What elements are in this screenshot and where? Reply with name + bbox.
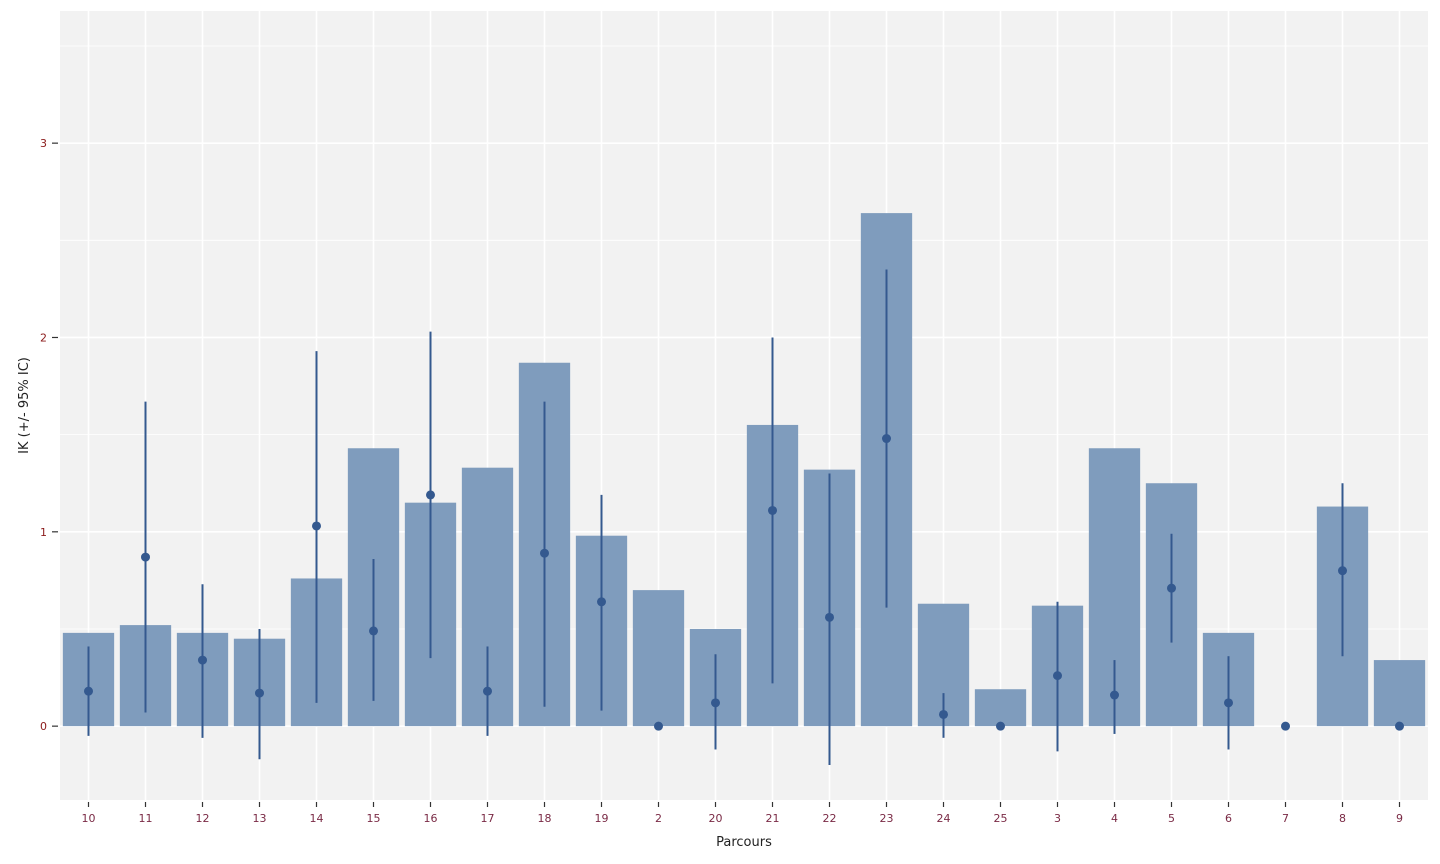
- point-8: [1338, 566, 1347, 576]
- point-13: [255, 688, 264, 698]
- point-21: [768, 505, 777, 515]
- point-23: [882, 434, 891, 444]
- point-12: [198, 655, 207, 665]
- y-tick-label: 2: [40, 331, 47, 344]
- x-tick-label-22: 22: [823, 812, 837, 825]
- point-2: [654, 721, 663, 731]
- x-tick-label-4: 4: [1111, 812, 1118, 825]
- bar-2: [632, 590, 685, 727]
- x-tick-label-20: 20: [709, 812, 723, 825]
- y-tick-label: 3: [40, 137, 47, 150]
- point-18: [540, 548, 549, 558]
- x-tick-label-18: 18: [538, 812, 552, 825]
- x-tick-label-24: 24: [937, 812, 951, 825]
- point-6: [1224, 698, 1233, 708]
- x-tick-label-8: 8: [1339, 812, 1346, 825]
- y-tick-label: 0: [40, 720, 47, 733]
- bar-9: [1373, 660, 1426, 727]
- x-tick-label-19: 19: [595, 812, 609, 825]
- x-tick-label-6: 6: [1225, 812, 1232, 825]
- point-10: [84, 686, 93, 696]
- point-11: [141, 552, 150, 562]
- point-16: [426, 490, 435, 500]
- point-25: [996, 721, 1005, 731]
- point-24: [939, 709, 948, 719]
- x-tick-label-10: 10: [82, 812, 96, 825]
- x-tick-label-2: 2: [655, 812, 662, 825]
- point-15: [369, 626, 378, 636]
- point-9: [1395, 721, 1404, 731]
- x-tick-label-16: 16: [424, 812, 438, 825]
- x-tick-label-21: 21: [766, 812, 780, 825]
- point-4: [1110, 690, 1119, 700]
- x-tick-label-7: 7: [1282, 812, 1289, 825]
- point-7: [1281, 721, 1290, 731]
- point-3: [1053, 671, 1062, 681]
- point-14: [312, 521, 321, 531]
- point-22: [825, 612, 834, 622]
- x-tick-label-25: 25: [994, 812, 1008, 825]
- y-tick-label: 1: [40, 526, 47, 539]
- x-tick-label-13: 13: [253, 812, 267, 825]
- x-tick-label-14: 14: [310, 812, 324, 825]
- x-tick-label-17: 17: [481, 812, 495, 825]
- x-tick-label-9: 9: [1396, 812, 1403, 825]
- points: [84, 434, 1404, 731]
- point-17: [483, 686, 492, 696]
- y-axis: 0 1 2 3: [40, 137, 58, 733]
- x-axis: 10 11 12 13 14 15 16 17 18 19 2 20 21 22 23 24 25 3 4 5 6 7 8 9: [82, 802, 1403, 825]
- x-tick-label-5: 5: [1168, 812, 1175, 825]
- x-tick-label-3: 3: [1054, 812, 1061, 825]
- x-tick-label-15: 15: [367, 812, 381, 825]
- x-tick-label-12: 12: [196, 812, 210, 825]
- x-tick-label-23: 23: [880, 812, 894, 825]
- x-axis-title: Parcours: [716, 835, 772, 850]
- point-20: [711, 698, 720, 708]
- point-5: [1167, 583, 1176, 593]
- y-axis-title: IK (+/- 95% IC): [17, 357, 32, 454]
- point-19: [597, 597, 606, 607]
- bar-25: [974, 689, 1027, 727]
- x-tick-label-11: 11: [139, 812, 153, 825]
